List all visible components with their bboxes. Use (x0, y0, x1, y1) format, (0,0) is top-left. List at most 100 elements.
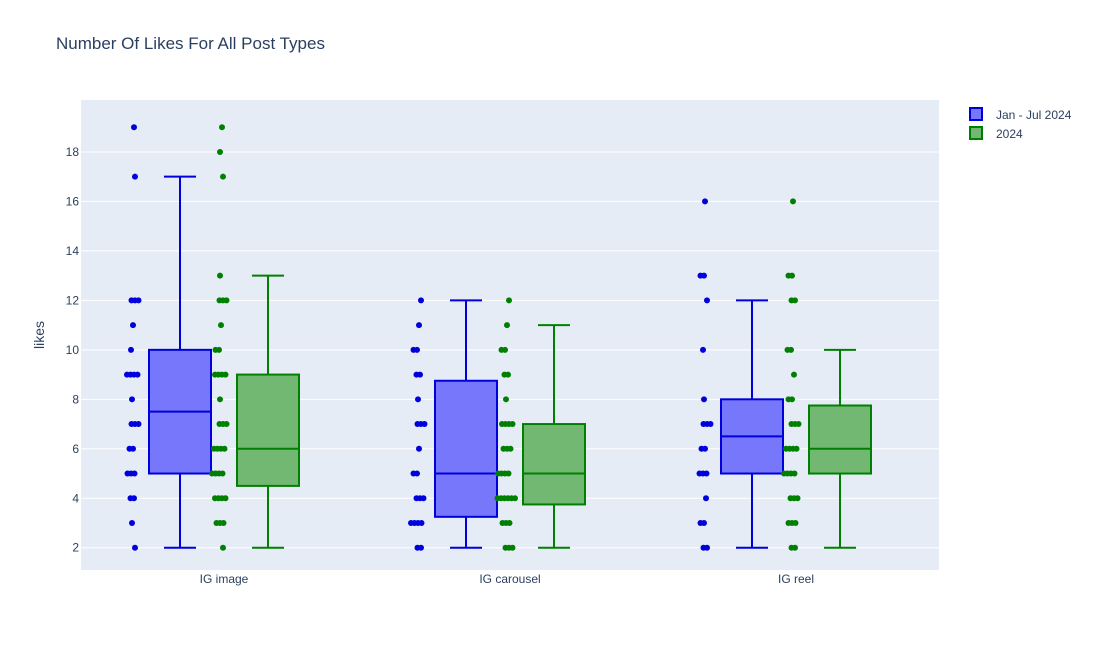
data-point (499, 520, 506, 526)
data-point (130, 322, 136, 329)
data-point (785, 396, 792, 403)
data-point (698, 445, 705, 452)
data-point (793, 445, 800, 452)
iqr-box (808, 404, 872, 475)
data-point (219, 470, 226, 477)
box-0-1 (434, 299, 498, 549)
data-point (700, 544, 707, 551)
x-tick-label: IG image (200, 572, 249, 586)
data-point (128, 297, 135, 304)
data-point (135, 421, 142, 428)
data-point (507, 445, 514, 452)
data-point (787, 495, 794, 502)
data-point (707, 421, 714, 428)
data-point (781, 470, 787, 477)
data-point (418, 520, 425, 526)
x-tick-label: IG reel (778, 572, 814, 586)
data-point (702, 198, 708, 205)
data-point (223, 297, 230, 304)
data-point (420, 495, 427, 502)
data-point (494, 495, 501, 502)
data-point (416, 445, 422, 452)
chart-title: Number Of Likes For All Post Types (56, 34, 325, 53)
y-tick-label: 6 (72, 442, 79, 456)
data-point (414, 544, 421, 551)
data-point (408, 520, 414, 526)
data-point (700, 421, 707, 428)
data-point (217, 272, 223, 279)
data-point (410, 470, 417, 477)
y-tick-label: 8 (72, 392, 79, 406)
data-point (495, 470, 501, 477)
data-point (220, 520, 227, 526)
y-tick-label: 18 (66, 145, 80, 159)
data-point (785, 272, 792, 279)
y-tick-label: 4 (72, 491, 79, 505)
data-point (791, 470, 798, 477)
data-point (129, 520, 135, 526)
data-point (697, 272, 704, 279)
data-point (792, 520, 799, 526)
data-point (505, 470, 512, 477)
data-point (124, 470, 131, 477)
y-tick-label: 16 (66, 194, 80, 208)
legend-label: 2024 (996, 127, 1023, 141)
data-point (506, 520, 513, 526)
data-point (413, 371, 420, 378)
data-point (421, 421, 428, 428)
data-point (222, 371, 229, 378)
data-point (128, 346, 134, 353)
data-point (220, 173, 226, 180)
data-point (220, 544, 226, 551)
data-point (134, 371, 141, 378)
data-point (506, 297, 512, 304)
x-axis-ticks: IG image IG carousel IG reel (200, 572, 814, 586)
data-point (416, 322, 422, 329)
data-point (704, 297, 710, 304)
data-point (211, 445, 217, 452)
y-tick-label: 2 (72, 541, 79, 555)
points (124, 124, 802, 551)
data-point (131, 470, 138, 477)
box-1-0 (236, 274, 300, 549)
data-point (216, 421, 223, 428)
data-point (700, 346, 706, 353)
data-point (794, 495, 801, 502)
data-point (129, 396, 135, 403)
y-tick-label: 14 (66, 244, 80, 258)
data-point (126, 445, 133, 452)
data-point (502, 544, 509, 551)
data-point (212, 495, 218, 502)
y-axis-ticks: 2 4 6 8 10 12 14 16 18 (66, 145, 80, 555)
data-point (503, 396, 509, 403)
iqr-box (522, 423, 586, 506)
boxes (148, 175, 872, 549)
data-point (223, 421, 230, 428)
legend-swatch (969, 126, 983, 140)
data-point (217, 148, 223, 155)
y-axis-label: likes (31, 321, 47, 349)
box-1-2 (808, 348, 872, 549)
data-point (783, 445, 789, 452)
data-point (509, 421, 516, 428)
data-point (788, 421, 795, 428)
legend-item-1[interactable]: 2024 (969, 126, 1023, 141)
data-point (788, 297, 795, 304)
data-point (501, 371, 508, 378)
data-point (127, 495, 134, 502)
data-point (413, 495, 420, 502)
data-point (415, 396, 421, 403)
data-point (209, 470, 215, 477)
data-point (132, 173, 138, 180)
data-point (795, 421, 802, 428)
data-point (509, 544, 516, 551)
data-point (791, 371, 797, 378)
data-point (701, 396, 707, 403)
data-point (128, 421, 135, 428)
y-tick-label: 12 (66, 293, 80, 307)
legend-item-0[interactable]: Jan - Jul 2024 (969, 107, 1072, 122)
data-point (512, 495, 518, 502)
x-tick-label: IG carousel (479, 572, 540, 586)
data-point (504, 322, 510, 329)
